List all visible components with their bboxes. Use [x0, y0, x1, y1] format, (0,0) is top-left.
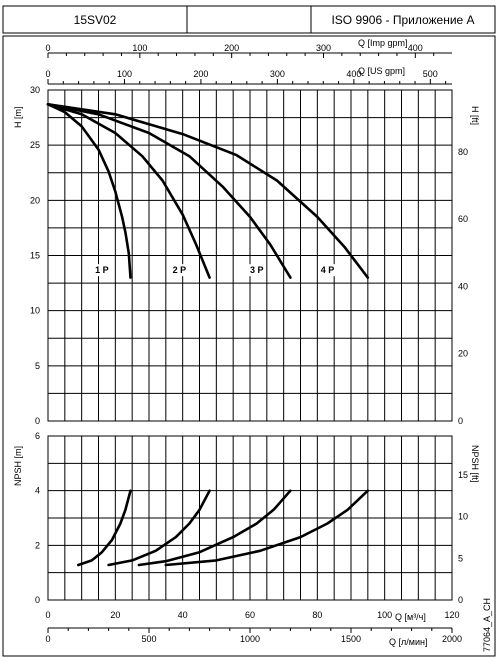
head-curve-label-2: 2 P	[173, 265, 187, 275]
head-chart-grid	[48, 90, 452, 421]
npsh-m-tick-label: 6	[35, 431, 40, 441]
head-m-tick-label: 25	[30, 140, 40, 150]
side-code: 77064_A_CH	[482, 598, 492, 652]
npsh-curve-1	[77, 489, 132, 567]
head-chart-frame	[47, 89, 453, 422]
l-min-tick-label: 2000	[442, 634, 462, 644]
head-ft-tick-label: 40	[458, 281, 468, 291]
head-curve-3	[46, 103, 292, 279]
npsh-left-axis-title: NPSH [m]	[13, 446, 23, 486]
q-m3h-tick-label: 120	[444, 610, 459, 620]
x-axis-2-title: Q [л/мин]	[389, 637, 427, 647]
head-m-tick-label: 5	[35, 361, 40, 371]
header-frame	[2, 5, 496, 34]
imp-gpm-tick-label: 0	[45, 43, 50, 53]
q-m3h-tick-label: 0	[45, 610, 50, 620]
npsh-curve-3	[137, 489, 292, 567]
l-min-tick-label: 500	[141, 634, 156, 644]
npsh-ft-tick-label: 10	[458, 512, 468, 522]
npsh-chart-frame	[47, 435, 453, 601]
npsh-ft-tick-label: 0	[458, 595, 463, 605]
us-gpm-tick-label: 300	[270, 69, 285, 79]
q-m3h-tick-label: 20	[110, 610, 120, 620]
head-m-tick-label: 10	[30, 306, 40, 316]
l-min-tick-label: 1500	[341, 634, 361, 644]
head-curve-label-3: 3 P	[250, 265, 264, 275]
q-m3h-tick-label: 100	[377, 610, 392, 620]
us-gpm-tick-label: 500	[423, 69, 438, 79]
npsh-m-tick-label: 0	[35, 595, 40, 605]
head-curve-label-bg	[318, 264, 337, 277]
npsh-curve-2	[107, 489, 211, 567]
npsh-m-tick-label: 4	[35, 486, 40, 496]
head-m-tick-label: 30	[30, 85, 40, 95]
head-m-tick-label: 15	[30, 251, 40, 261]
header-model: 15SV02	[74, 13, 117, 27]
head-curve-label-4: 4 P	[321, 265, 335, 275]
npsh-m-tick-label: 2	[35, 540, 40, 550]
l-min-tick-label: 0	[45, 634, 50, 644]
npsh-ft-tick-label: 5	[458, 553, 463, 563]
head-ft-tick-label: 80	[458, 147, 468, 157]
npsh-right-axis-title: NPSH [ft]	[470, 445, 480, 483]
head-right-axis-title: H [ft]	[470, 106, 480, 125]
imp-gpm-tick-label: 200	[224, 43, 239, 53]
head-curve-label-bg	[170, 264, 189, 277]
imp-gpm-tick-label: 100	[132, 43, 147, 53]
us-gpm-tick-label: 400	[346, 69, 361, 79]
l-min-tick-label: 1000	[240, 634, 260, 644]
head-ft-tick-label: 20	[458, 349, 468, 359]
head-ft-tick-label: 60	[458, 214, 468, 224]
npsh-curves	[77, 489, 370, 567]
head-m-tick-label: 20	[30, 195, 40, 205]
head-curve-2	[46, 103, 211, 279]
head-ft-tick-label: 0	[458, 416, 463, 426]
us-gpm-tick-label: 0	[45, 69, 50, 79]
npsh-chart-grid	[48, 436, 452, 600]
top-axis-1-title: Q [Imp gpm]	[358, 38, 408, 48]
head-curve-label-bg	[248, 264, 266, 277]
header-standard: ISO 9906 - Приложение A	[331, 13, 474, 27]
head-curve-4	[46, 103, 370, 279]
chart-outer-frame	[2, 35, 496, 657]
head-left-axis-title: H [m]	[13, 107, 23, 129]
x-axis-1-title: Q [м³/ч]	[395, 612, 426, 622]
head-curve-label-1: 1 P	[95, 265, 109, 275]
head-m-tick-label: 0	[35, 416, 40, 426]
imp-gpm-tick-label: 400	[408, 43, 423, 53]
head-curve-1	[46, 103, 132, 279]
us-gpm-tick-label: 100	[117, 69, 132, 79]
q-m3h-tick-label: 60	[245, 610, 255, 620]
top-axis-2-title: Q [US gpm]	[358, 66, 405, 76]
head-curve-label-bg	[93, 264, 112, 277]
npsh-ft-tick-label: 15	[458, 470, 468, 480]
head-curves: 1 P 2 P 3 P 4 P	[46, 103, 370, 279]
us-gpm-tick-label: 200	[193, 69, 208, 79]
q-m3h-tick-label: 80	[312, 610, 322, 620]
imp-gpm-tick-label: 300	[316, 43, 331, 53]
npsh-curve-4	[164, 489, 370, 567]
q-m3h-tick-label: 40	[178, 610, 188, 620]
